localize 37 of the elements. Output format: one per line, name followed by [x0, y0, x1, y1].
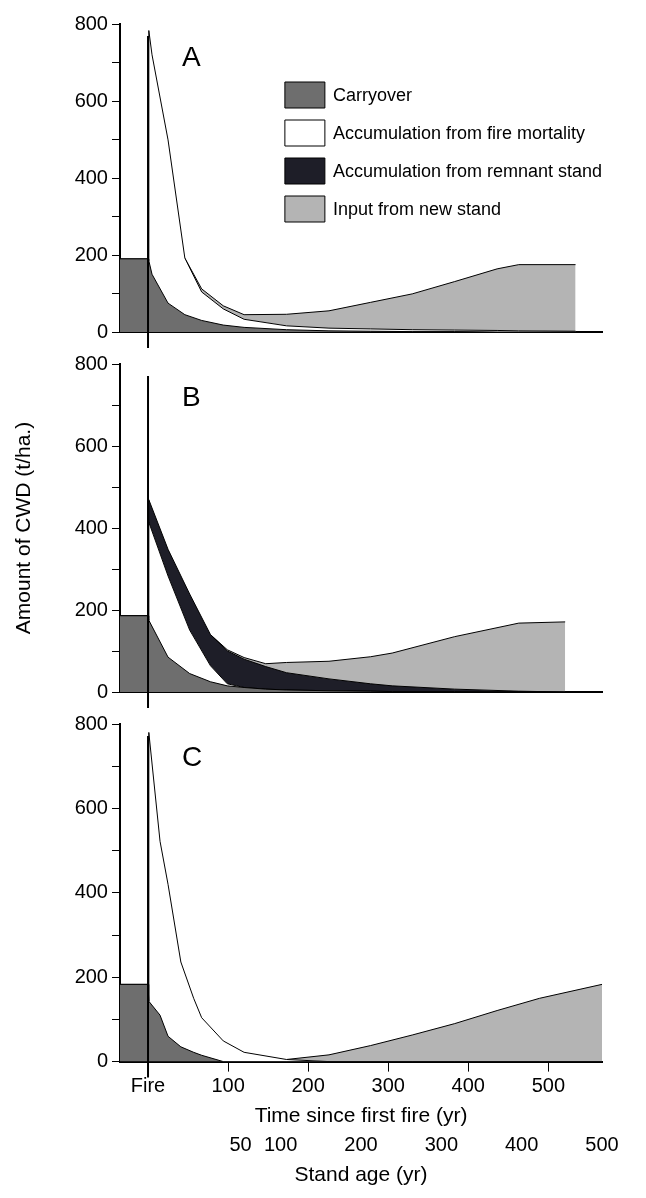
legend-label: Accumulation from fire mortality	[332, 122, 585, 143]
y-tick-label: 400	[74, 515, 108, 538]
y-tick-label: 0	[96, 679, 108, 702]
y-tick-label: 600	[74, 433, 108, 456]
y-tick-label: 800	[74, 351, 108, 374]
legend-label: Carryover	[332, 84, 412, 105]
y-axis-title: Amount of CWD (t/ha.)	[11, 421, 35, 635]
x2-tick-label: 300	[424, 1133, 459, 1156]
x-tick-label: 100	[211, 1074, 245, 1097]
y-tick-label: 200	[74, 242, 108, 265]
legend-label: Accumulation from remnant stand	[332, 160, 602, 181]
annotation: A	[182, 40, 201, 72]
annotation: C	[182, 740, 203, 772]
x-tick-label: Fire	[130, 1074, 166, 1097]
x-axis-title: Time since first fire (yr)	[254, 1103, 468, 1126]
y-tick-label: 400	[74, 880, 108, 903]
x-tick-label: 300	[371, 1074, 405, 1097]
x2-tick-label: 400	[504, 1133, 539, 1156]
y-tick-label: 0	[96, 319, 108, 342]
x-tick-label: 400	[451, 1074, 485, 1097]
y-tick-label: 800	[74, 11, 108, 34]
x2-tick-label: 50	[229, 1133, 252, 1156]
y-tick-label: 200	[74, 964, 108, 987]
x-tick-label: 200	[291, 1074, 325, 1097]
y-tick-label: 600	[74, 88, 108, 111]
x2-tick-label: 500	[585, 1133, 619, 1156]
legend-label: Input from new stand	[332, 198, 501, 219]
x-tick-label: 500	[531, 1074, 566, 1097]
y-tick-label: 200	[74, 597, 108, 620]
y-tick-label: 800	[74, 711, 108, 734]
y-tick-label: 0	[96, 1049, 108, 1072]
y-tick-label: 600	[74, 795, 108, 818]
annotation: B	[182, 380, 201, 412]
x2-tick-label: 200	[344, 1133, 378, 1156]
x2-tick-label: 100	[263, 1133, 298, 1156]
y-tick-label: 400	[74, 165, 108, 188]
x2-axis-title: Stand age (yr)	[294, 1162, 428, 1186]
